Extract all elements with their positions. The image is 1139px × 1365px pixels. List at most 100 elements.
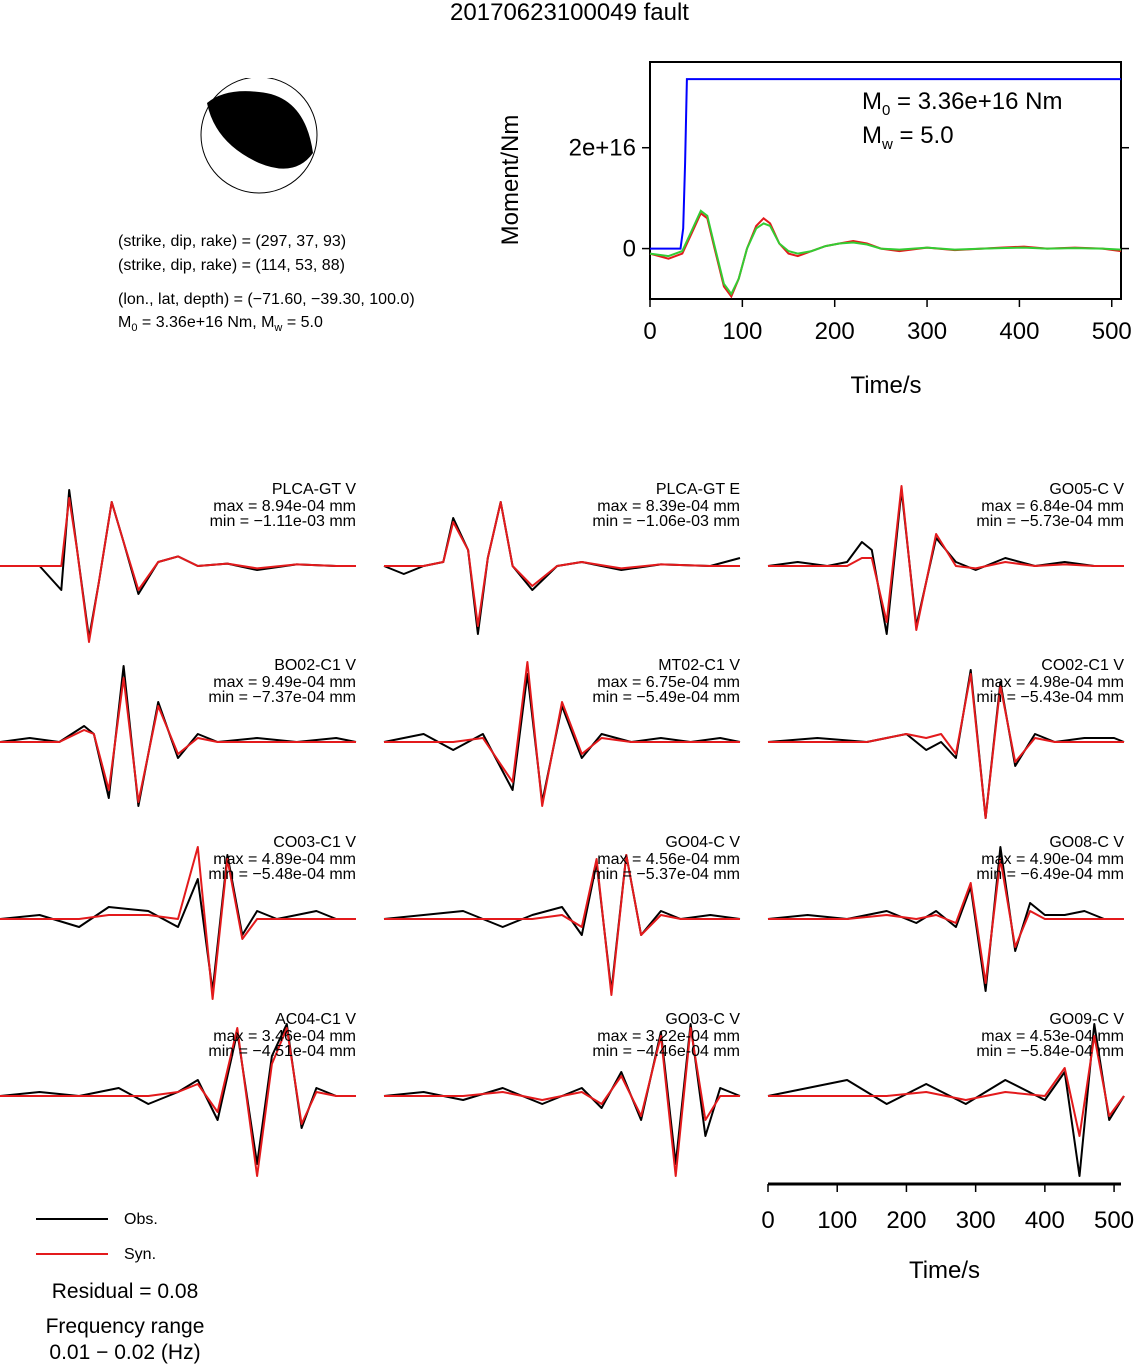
station-min: min = −1.11e-03 mm bbox=[210, 513, 356, 530]
stf-xtick-label-100: 100 bbox=[722, 318, 762, 345]
station-name: GO08-C V bbox=[1049, 834, 1124, 851]
wave-xlabel: Time/s bbox=[909, 1257, 980, 1284]
station-name: BO02-C1 V bbox=[274, 657, 356, 674]
station-min: min = −5.48e-04 mm bbox=[208, 866, 356, 883]
station-max: max = 4.56e-04 mm bbox=[597, 851, 740, 868]
station-min: min = −6.49e-04 mm bbox=[976, 866, 1124, 883]
station-max: max = 4.89e-04 mm bbox=[213, 851, 356, 868]
page-title: 20170623100049 fault bbox=[450, 0, 689, 26]
wave-xtick-label-400: 400 bbox=[1025, 1207, 1065, 1234]
station-min: min = −4.51e-04 mm bbox=[208, 1043, 356, 1060]
stf-xtick-label-400: 400 bbox=[999, 318, 1039, 345]
wave-xtick-label-200: 200 bbox=[886, 1207, 926, 1234]
syn-trace bbox=[0, 497, 356, 643]
stf-frame bbox=[649, 61, 1122, 300]
stf-xlabel: Time/s bbox=[850, 372, 921, 399]
mechanism-mw: 5.0 bbox=[300, 314, 323, 331]
station-name: GO04-C V bbox=[665, 834, 740, 851]
syn-trace bbox=[768, 858, 1124, 984]
wave-xtick-label-500: 500 bbox=[1094, 1207, 1134, 1234]
station-min: min = −5.84e-04 mm bbox=[976, 1043, 1124, 1060]
station-max: max = 3.46e-04 mm bbox=[213, 1028, 356, 1045]
stf-ytick-label-2e+16: 2e+16 bbox=[569, 135, 636, 162]
syn-trace bbox=[0, 677, 356, 803]
beachball bbox=[200, 78, 318, 194]
legend-obs-label: Obs. bbox=[124, 1211, 158, 1228]
station-min: min = −5.73e-04 mm bbox=[976, 513, 1124, 530]
stf-series-0 bbox=[650, 78, 1121, 250]
syn-trace bbox=[384, 661, 740, 807]
beachball-compressional-quadrant bbox=[207, 91, 313, 169]
mechanism-location: (lon., lat, depth) = (−71.60, −39.30, 10… bbox=[118, 291, 415, 308]
stf-m0-value: 3.36e+16 Nm bbox=[918, 88, 1063, 115]
syn-trace bbox=[384, 501, 740, 627]
syn-trace bbox=[0, 1027, 356, 1177]
station-name: GO09-C V bbox=[1049, 1011, 1124, 1028]
mechanism-moment: M0 = 3.36e+16 Nm, Mw = 5.0 bbox=[118, 314, 323, 335]
stf-xtick-label-300: 300 bbox=[907, 318, 947, 345]
stf-series-1 bbox=[649, 211, 1122, 299]
station-min: min = −5.37e-04 mm bbox=[592, 866, 740, 883]
syn-trace bbox=[384, 1027, 740, 1177]
legend bbox=[36, 1218, 108, 1255]
station-min: min = −4.46e-04 mm bbox=[592, 1043, 740, 1060]
station-max: max = 8.94e-04 mm bbox=[213, 498, 356, 515]
mechanism-plane1: (strike, dip, rake) = (297, 37, 93) bbox=[118, 233, 347, 250]
stf-ytick-label-0: 0 bbox=[623, 236, 636, 263]
station-min: min = −1.06e-03 mm bbox=[592, 513, 740, 530]
stf-xtick-label-0: 0 bbox=[643, 318, 656, 345]
legend-syn-label: Syn. bbox=[124, 1246, 157, 1263]
station-max: max = 8.39e-04 mm bbox=[597, 498, 740, 515]
syn-trace bbox=[0, 846, 356, 1000]
station-min: min = −5.43e-04 mm bbox=[976, 689, 1124, 706]
syn-trace bbox=[384, 854, 740, 996]
syn-trace bbox=[768, 673, 1124, 819]
stf-m0-label: M0 = 3.36e+16 Nm bbox=[862, 88, 1062, 119]
wave-xtick-label-300: 300 bbox=[956, 1207, 996, 1234]
stf-ylabel: Moment/Nm bbox=[497, 115, 524, 246]
station-name: PLCA-GT E bbox=[656, 481, 740, 498]
station-name: AC04-C1 V bbox=[275, 1011, 356, 1028]
station-max: max = 9.49e-04 mm bbox=[213, 674, 356, 691]
station-max: max = 6.75e-04 mm bbox=[597, 674, 740, 691]
obs-trace bbox=[383, 1023, 741, 1165]
station-name: GO05-C V bbox=[1049, 481, 1124, 498]
station-name: CO03-C1 V bbox=[273, 834, 356, 851]
station-max: max = 6.84e-04 mm bbox=[981, 498, 1124, 515]
stf-mw-label: Mw = 5.0 bbox=[862, 122, 954, 153]
stf-chart: 0 100 200 300 400 500 0 2e+16 Moment/Nm Time/s… bbox=[497, 61, 1132, 399]
station-min: min = −7.37e-04 mm bbox=[208, 689, 356, 706]
stf-xtick-label-200: 200 bbox=[815, 318, 855, 345]
station-max: max = 4.53e-04 mm bbox=[981, 1028, 1124, 1045]
station-max: max = 3.22e-04 mm bbox=[597, 1028, 740, 1045]
wave-xtick-label-100: 100 bbox=[817, 1207, 857, 1234]
syn-trace bbox=[768, 485, 1124, 631]
station-max: max = 4.90e-04 mm bbox=[981, 851, 1124, 868]
stf-xtick-label-500: 500 bbox=[1092, 318, 1132, 345]
wave-xtick-label-0: 0 bbox=[761, 1207, 774, 1234]
station-name: GO03-C V bbox=[665, 1011, 740, 1028]
station-name: CO02-C1 V bbox=[1041, 657, 1124, 674]
residual-text: Residual = 0.08 bbox=[51, 1280, 199, 1303]
mechanism-plane2: (strike, dip, rake) = (114, 53, 88) bbox=[118, 257, 345, 274]
station-name: PLCA-GT V bbox=[272, 481, 357, 498]
mechanism-m0: 3.36e+16 bbox=[155, 314, 223, 331]
syn-trace bbox=[768, 1035, 1125, 1137]
frequency-title: Frequency range bbox=[45, 1315, 205, 1338]
stf-mw-value: 5.0 bbox=[920, 122, 953, 149]
obs-trace bbox=[767, 846, 1124, 992]
stf-series-2 bbox=[649, 209, 1122, 296]
obs-trace bbox=[767, 1023, 1125, 1177]
